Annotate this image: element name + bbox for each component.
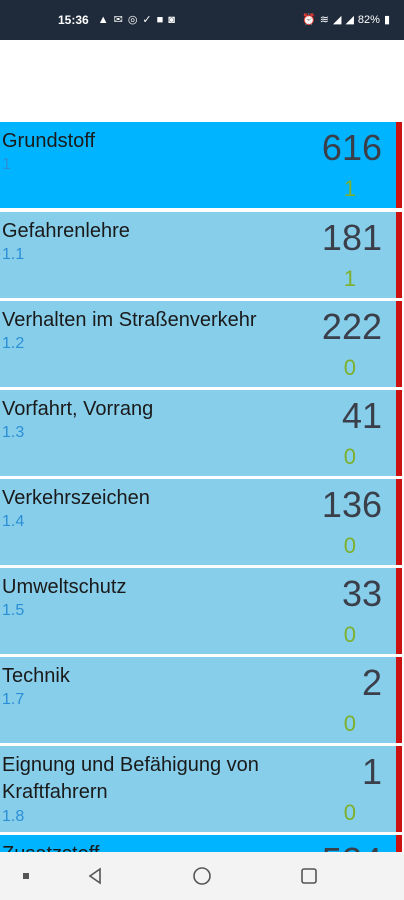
alarm-icon: ⏰ (302, 13, 316, 26)
list-item-verhalten[interactable]: Verhalten im Straßenverkehr 1.2 222 0 (0, 301, 404, 387)
row-code: 1 (2, 156, 11, 173)
instagram-icon: ◙ (168, 13, 175, 26)
row-code: 1.8 (2, 808, 25, 825)
row-total-count: 181 (321, 217, 382, 258)
progress-marker (396, 212, 402, 298)
row-title: Verhalten im Straßenverkehr (2, 309, 257, 331)
home-icon[interactable] (187, 852, 217, 900)
row-title: Vorfahrt, Vorrang (2, 398, 154, 420)
row-code: 1.3 (2, 424, 25, 441)
progress-marker (396, 479, 402, 565)
row-done-count: 0 (343, 355, 356, 380)
row-title: Gefahrenlehre (2, 220, 130, 242)
row-total-count: 616 (321, 127, 382, 168)
back-icon[interactable] (80, 852, 110, 900)
list-item-vorfahrt[interactable]: Vorfahrt, Vorrang 1.3 41 0 (0, 390, 404, 476)
row-total-count: 524 (322, 841, 382, 853)
wifi-icon: ≋ (319, 13, 329, 26)
row-total-count: 33 (341, 573, 382, 614)
list-item-eignung[interactable]: Eignung und Befähigung von Kraftfahrern … (0, 746, 404, 832)
row-title: Eignung und Befähigung von Kraftfahrern (2, 754, 259, 803)
row-done-count: 0 (343, 622, 356, 647)
row-code: 1.4 (2, 513, 25, 530)
status-time: 15:36 (58, 13, 89, 27)
row-background (0, 835, 396, 852)
facebook-icon: ■ (156, 13, 164, 26)
list-item-gefahrenlehre[interactable]: Gefahrenlehre 1.1 181 1 (0, 212, 404, 298)
row-code: 1.7 (2, 691, 25, 708)
row-done-count: 0 (343, 800, 356, 825)
row-title: Technik (2, 665, 70, 687)
battery-icon: ▮ (383, 13, 390, 26)
battery-percent: 82% (357, 13, 380, 26)
progress-marker (396, 390, 402, 476)
signal-icon: ◢ (345, 13, 354, 26)
warning-icon: ▲ (97, 13, 109, 26)
row-done-count: 1 (343, 176, 356, 201)
row-background (0, 568, 396, 654)
message-icon: ✉ (113, 13, 123, 26)
row-done-count: 1 (343, 266, 356, 291)
status-bar: 15:36 ▲ ✉ ◎ ✓ ■ ◙ ⏰ ≋ ◢ ◢ 82% ▮ (0, 0, 404, 40)
menu-dot-icon[interactable] (14, 852, 38, 900)
row-total-count: 222 (321, 306, 382, 347)
list-item-technik[interactable]: Technik 1.7 2 0 (0, 657, 404, 743)
row-title: Grundstoff (2, 130, 96, 152)
row-total-count: 2 (361, 662, 382, 703)
list-item-grundstoff[interactable]: Grundstoff 1 616 1 (0, 122, 404, 208)
row-title: Verkehrszeichen (2, 487, 150, 509)
row-code: 1.1 (2, 246, 25, 263)
recents-icon[interactable] (294, 852, 324, 900)
check-icon: ✓ (142, 13, 152, 26)
list-item-zusatzstoff[interactable]: Zusatzstoff 524 (0, 835, 404, 852)
row-total-count: 1 (361, 751, 382, 792)
row-background (0, 212, 396, 298)
progress-marker (396, 568, 402, 654)
row-title: Zusatzstoff (2, 841, 302, 852)
signal-icon: ◢ (332, 13, 342, 26)
row-done-count: 0 (343, 444, 356, 469)
row-background (0, 301, 396, 387)
row-total-count: 41 (341, 395, 382, 436)
row-background (0, 746, 396, 832)
progress-marker (396, 301, 402, 387)
row-background (0, 390, 396, 476)
topic-list[interactable]: Grundstoff 1 616 1 Gefahrenlehre 1.1 181… (0, 40, 404, 852)
row-background (0, 657, 396, 743)
progress-marker (396, 657, 402, 743)
progress-marker (396, 835, 402, 852)
whatsapp-icon: ◎ (127, 13, 138, 26)
row-background (0, 122, 396, 208)
row-background (0, 479, 396, 565)
progress-marker (396, 746, 402, 832)
list-item-verkehrszeichen[interactable]: Verkehrszeichen 1.4 136 0 (0, 479, 404, 565)
row-code: 1.5 (2, 602, 25, 619)
row-title: Umweltschutz (2, 576, 127, 598)
progress-marker (396, 122, 402, 208)
row-done-count: 0 (343, 711, 356, 736)
row-total-count: 136 (321, 484, 382, 525)
list-item-umweltschutz[interactable]: Umweltschutz 1.5 33 0 (0, 568, 404, 654)
navigation-bar (0, 852, 404, 900)
row-done-count: 0 (343, 533, 356, 558)
row-code: 1.2 (2, 335, 25, 352)
